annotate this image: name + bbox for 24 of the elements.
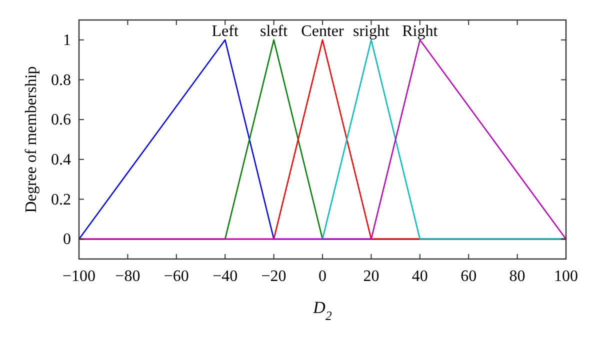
x-tick-label: −60 — [164, 268, 189, 285]
y-tick-label: 0.8 — [51, 72, 71, 89]
x-tick-label: 80 — [509, 268, 526, 285]
x-tick-label: −80 — [115, 268, 140, 285]
x-tick-label: 0 — [318, 268, 326, 285]
series-label: sleft — [260, 22, 288, 40]
y-tick-label: 0.2 — [51, 191, 71, 208]
series-label: sright — [352, 22, 390, 40]
y-tick-label: 0.4 — [51, 151, 71, 168]
y-tick-label: 1 — [63, 32, 71, 49]
x-tick-label: 60 — [460, 268, 477, 285]
y-axis-title: Degree of membership — [23, 66, 40, 213]
series-label: Center — [301, 22, 344, 40]
x-tick-label: −100 — [62, 268, 96, 285]
y-tick-label: 0.6 — [51, 112, 71, 129]
y-tick-label: 0 — [63, 231, 71, 248]
series-label: Left — [212, 22, 239, 40]
x-axis-title: D$_{2}$ — [312, 298, 332, 323]
x-tick-label: 20 — [363, 268, 380, 285]
series-label: Right — [402, 22, 438, 40]
x-tick-label: −40 — [212, 268, 238, 285]
x-tick-label: 40 — [412, 268, 428, 285]
x-tick-label: 100 — [554, 268, 578, 285]
x-tick-label: −20 — [261, 268, 286, 285]
